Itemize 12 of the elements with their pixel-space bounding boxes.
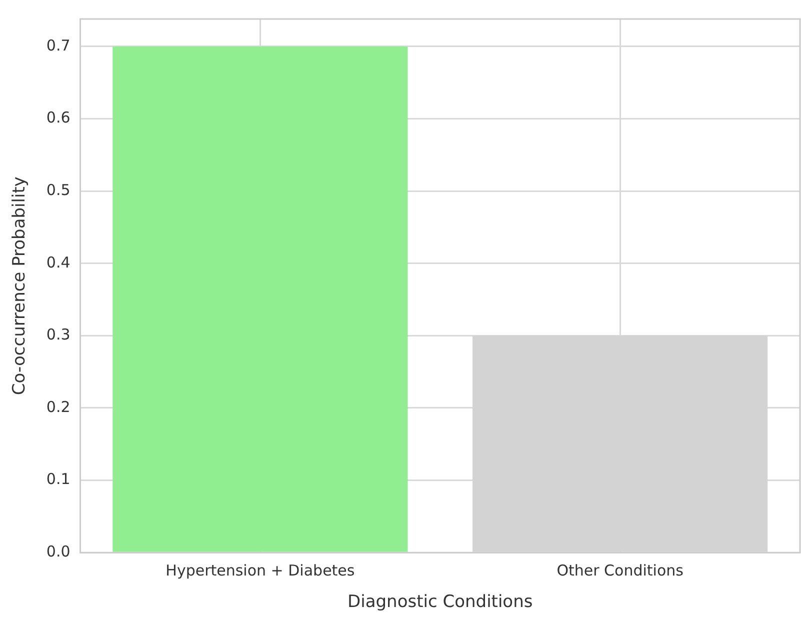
y-axis-title: Co-occurrence Probability (10, 176, 30, 396)
y-tick-label: 0.5 (46, 180, 70, 199)
y-tick-label: 0.0 (46, 542, 70, 560)
y-tick-label: 0.4 (46, 253, 70, 272)
y-tick-label: 0.3 (46, 326, 70, 344)
x-axis-title: Diagnostic Conditions (348, 592, 533, 612)
y-tick-label: 0.7 (46, 36, 70, 54)
y-tick-label: 0.1 (46, 470, 70, 488)
y-tick-label: 0.2 (46, 398, 70, 416)
y-tick-label: 0.6 (46, 108, 70, 127)
x-tick-label: Other Conditions (556, 561, 684, 580)
x-tick-label: Hypertension + Diabetes (166, 561, 355, 580)
